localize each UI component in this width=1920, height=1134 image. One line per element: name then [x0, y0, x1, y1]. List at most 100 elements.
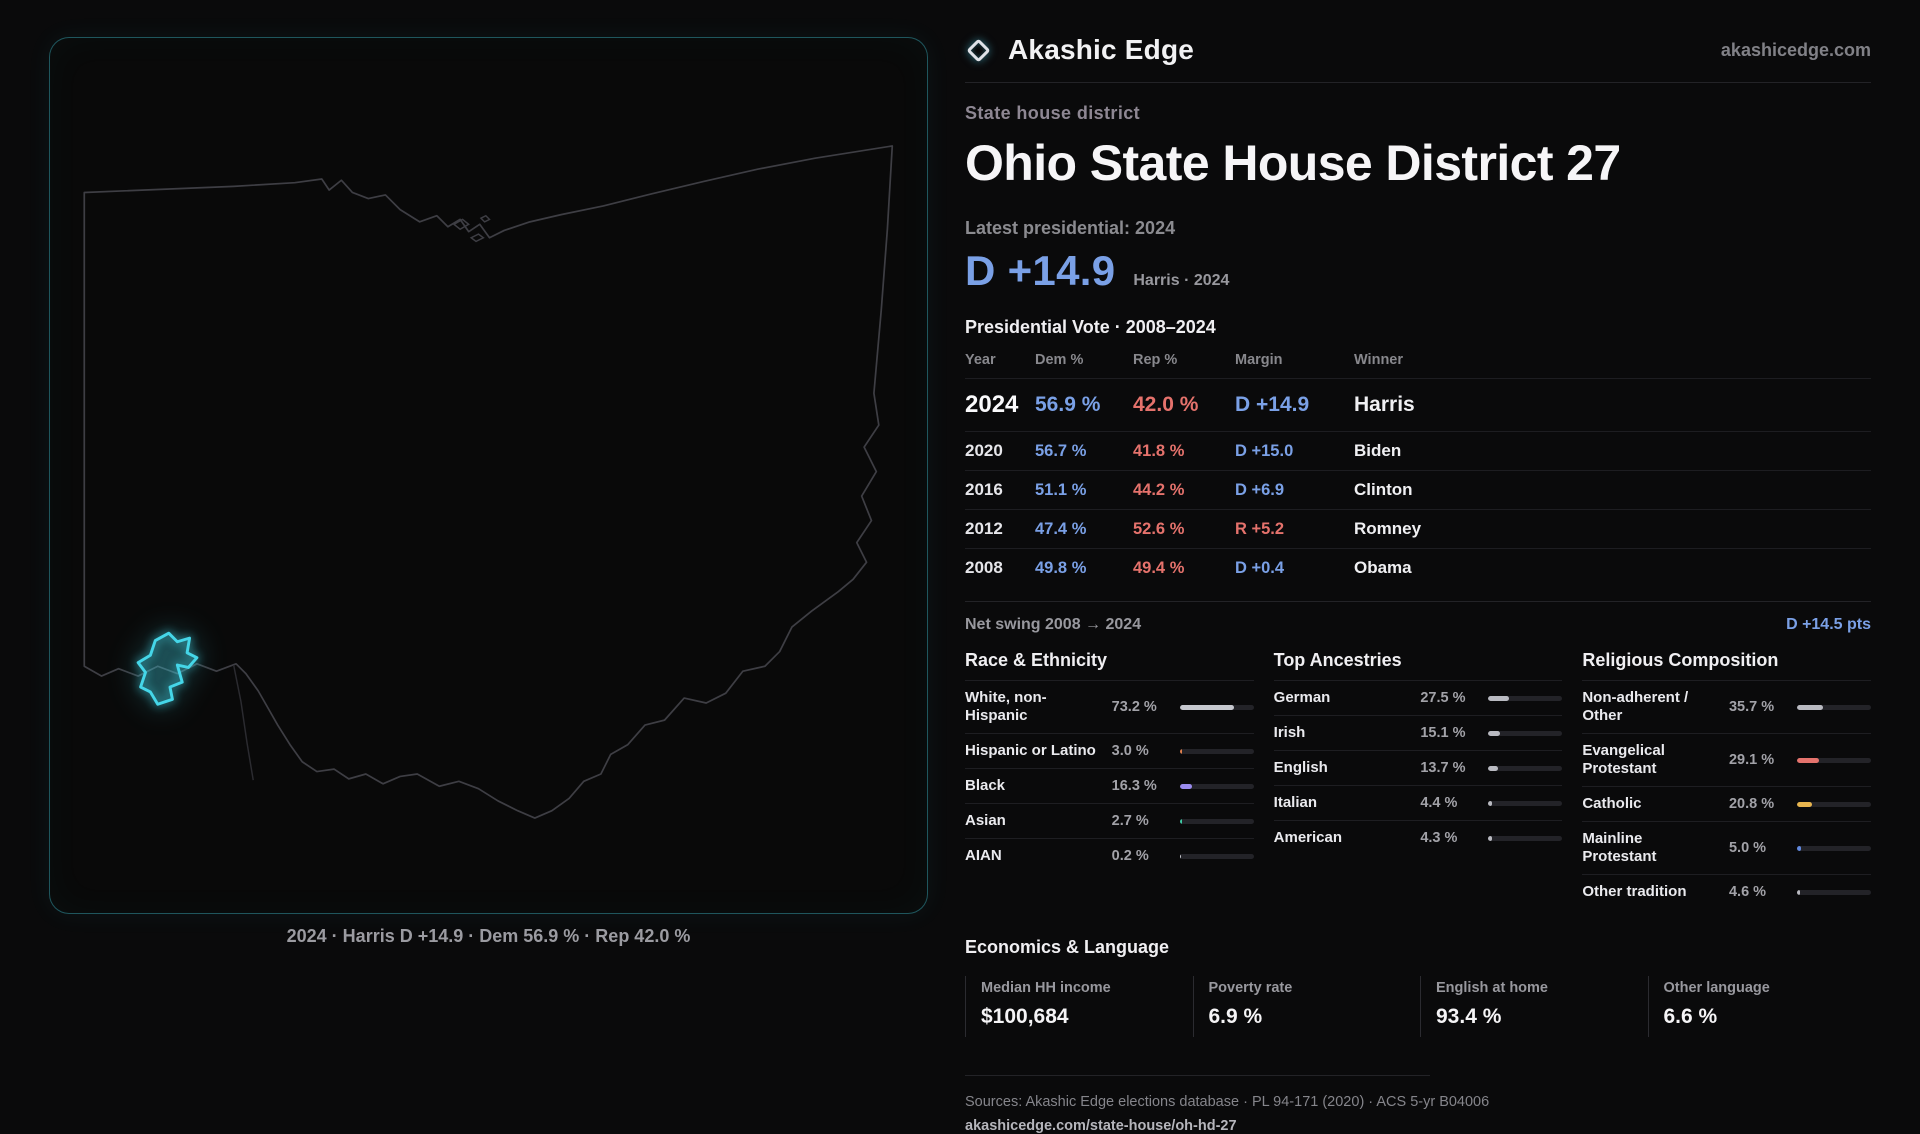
vote-rep-pct: 52.6 % [1133, 519, 1185, 538]
vote-row-2016: 2016 51.1 % 44.2 % D +6.9 Clinton [965, 470, 1871, 509]
stat-label: English at home [1436, 980, 1548, 996]
stat-other-language: Other language 6.6 % [1647, 976, 1872, 1037]
economics-title: Economics & Language [965, 937, 1170, 957]
demo-item-label: Catholic [1582, 795, 1642, 812]
demo-group-top-ancestries: Top Ancestries German 27.5 % Irish 15.1 % Eng… [1273, 650, 1563, 909]
demo-item-value: 27.5 % [1420, 690, 1466, 706]
demo-item-label: Hispanic or Latino [965, 742, 1096, 759]
sources-line: Sources: Akashic Edge elections database… [965, 1094, 1490, 1110]
demo-item: AIAN 0.2 % [965, 838, 1254, 873]
vote-dem-pct: 56.9 % [1035, 393, 1101, 416]
demo-item: White, non-Hispanic 73.2 % [965, 680, 1254, 733]
demo-item-value: 4.3 % [1420, 830, 1458, 846]
demo-item-value: 20.8 % [1728, 796, 1775, 812]
demo-item-bar [1488, 835, 1563, 841]
brand: Akashic Edge [965, 34, 1194, 66]
demo-group-religious-composition: Religious Composition Non-adherent / Othe… [1582, 650, 1871, 909]
demo-item: German 27.5 % [1273, 680, 1563, 715]
demo-item-value: 13.7 % [1420, 760, 1466, 776]
demo-item-label: AIAN [965, 847, 1002, 864]
demo-group-title: Religious Composition [1582, 650, 1779, 670]
net-swing-value: D +14.5 pts [1786, 616, 1871, 633]
demo-item-bar [1179, 704, 1254, 710]
demo-item-value: 73.2 % [1111, 699, 1157, 715]
site-link[interactable]: akashicedge.com [1720, 39, 1871, 60]
vote-col-dem: Dem % [1035, 352, 1084, 368]
demo-item-bar-fill [1488, 730, 1500, 736]
vote-winner: Clinton [1354, 480, 1413, 499]
demo-item: Italian 4.4 % [1273, 785, 1563, 820]
demo-item: Asian 2.7 % [965, 803, 1254, 838]
page-title: Ohio State House District 27 [965, 135, 1621, 191]
vote-col-margin: Margin [1235, 352, 1283, 368]
demo-item-label: Irish [1273, 724, 1306, 741]
demo-item: Hispanic or Latino 3.0 % [965, 733, 1254, 768]
demo-item-bar-fill [1796, 889, 1801, 895]
page: { "brand": { "name": "Akashic Edge", "si… [49, 34, 1871, 1134]
demo-item: American 4.3 % [1273, 820, 1563, 855]
demo-item-label: Non-adherent / Other [1582, 689, 1689, 724]
diamond-logo-icon [966, 37, 991, 63]
vote-row-2008: 2008 49.8 % 49.4 % D +0.4 Obama [965, 548, 1871, 587]
district-27-shape [136, 631, 199, 706]
demo-item-label: Black [965, 777, 1006, 794]
vote-row-2020: 2020 56.7 % 41.8 % D +15.0 Biden [965, 431, 1871, 470]
brand-name: Akashic Edge [1008, 34, 1195, 65]
demo-item-bar-fill [1488, 835, 1492, 841]
detail-panel: Akashic Edge akashicedge.com State house… [965, 0, 1871, 1134]
permalink[interactable]: akashicedge.com/state-house/oh-hd-27 [965, 1118, 1237, 1134]
lake-erie-islands [452, 214, 491, 243]
vote-dem-pct: 47.4 % [1035, 519, 1087, 538]
stat-value: 93.4 % [1436, 1005, 1502, 1028]
demo-item-value: 29.1 % [1728, 752, 1775, 768]
demo-item-bar-fill [1796, 845, 1801, 851]
vote-col-winner: Winner [1354, 352, 1404, 368]
demo-item: Evangelical Protestant 29.1 % [1582, 733, 1871, 786]
vote-dem-pct: 56.7 % [1035, 441, 1087, 460]
headline-margin-row: D +14.9 Harris · 2024 [965, 247, 1871, 295]
demo-item-bar [1179, 818, 1254, 824]
header: Akashic Edge akashicedge.com [965, 0, 1871, 83]
county-boundary-line [232, 664, 254, 781]
stat-value: 6.9 % [1208, 1005, 1263, 1028]
vote-dem-pct: 51.1 % [1035, 480, 1087, 499]
demo-item-value: 15.1 % [1420, 725, 1466, 741]
demo-item-bar [1179, 783, 1254, 789]
headline-margin: D +14.9 [965, 247, 1116, 294]
vote-table-header: Year Dem % Rep % Margin Winner [965, 352, 1871, 378]
demo-item: Catholic 20.8 % [1582, 786, 1871, 821]
vote-rep-pct: 41.8 % [1133, 441, 1185, 460]
vote-margin: D +14.9 [1235, 393, 1310, 416]
vote-year: 2016 [965, 480, 1003, 499]
demo-item-label: Asian [965, 812, 1006, 829]
demo-item-label: Italian [1273, 794, 1318, 811]
demo-item: Non-adherent / Other 35.7 % [1582, 680, 1871, 733]
vote-margin: D +6.9 [1235, 480, 1285, 499]
map-caption: 2024 · Harris D +14.9 · Dem 56.9 % · Rep… [286, 926, 691, 946]
demo-item-bar-fill [1488, 695, 1509, 701]
net-swing-row: Net swing 2008 → 2024 D +14.5 pts [965, 616, 1871, 634]
vote-year: 2024 [965, 391, 1019, 418]
demo-item-bar-fill [1179, 783, 1192, 789]
vote-row-2024: 2024 56.9 % 42.0 % D +14.9 Harris [965, 378, 1871, 431]
stat-poverty-rate: Poverty rate 6.9 % [1192, 976, 1417, 1037]
latest-presidential-label: Latest presidential: 2024 [965, 218, 1176, 238]
demo-item-label: White, non-Hispanic [965, 689, 1047, 724]
stat-value: 6.6 % [1663, 1005, 1718, 1028]
stat-label: Poverty rate [1208, 980, 1293, 996]
vote-year: 2012 [965, 519, 1003, 538]
demo-item-bar-fill [1488, 800, 1492, 806]
vote-winner: Obama [1354, 558, 1412, 577]
demo-item-bar-fill [1179, 818, 1182, 824]
demographics-grid: Race & Ethnicity White, non-Hispanic 73.2 … [965, 650, 1871, 909]
demo-item-bar-fill [1179, 853, 1181, 859]
demo-item: Irish 15.1 % [1273, 715, 1563, 750]
footer-divider [965, 1075, 1430, 1076]
demo-item-value: 16.3 % [1111, 778, 1157, 794]
headline-margin-note: Harris · 2024 [1133, 272, 1230, 289]
demo-group-title: Top Ancestries [1273, 650, 1402, 670]
demo-item-bar [1488, 765, 1563, 771]
demo-item-bar [1488, 730, 1563, 736]
econ-grid: Median HH income $100,684 Poverty rate 6.9 … [965, 976, 1871, 1037]
demo-item-bar [1796, 704, 1871, 710]
